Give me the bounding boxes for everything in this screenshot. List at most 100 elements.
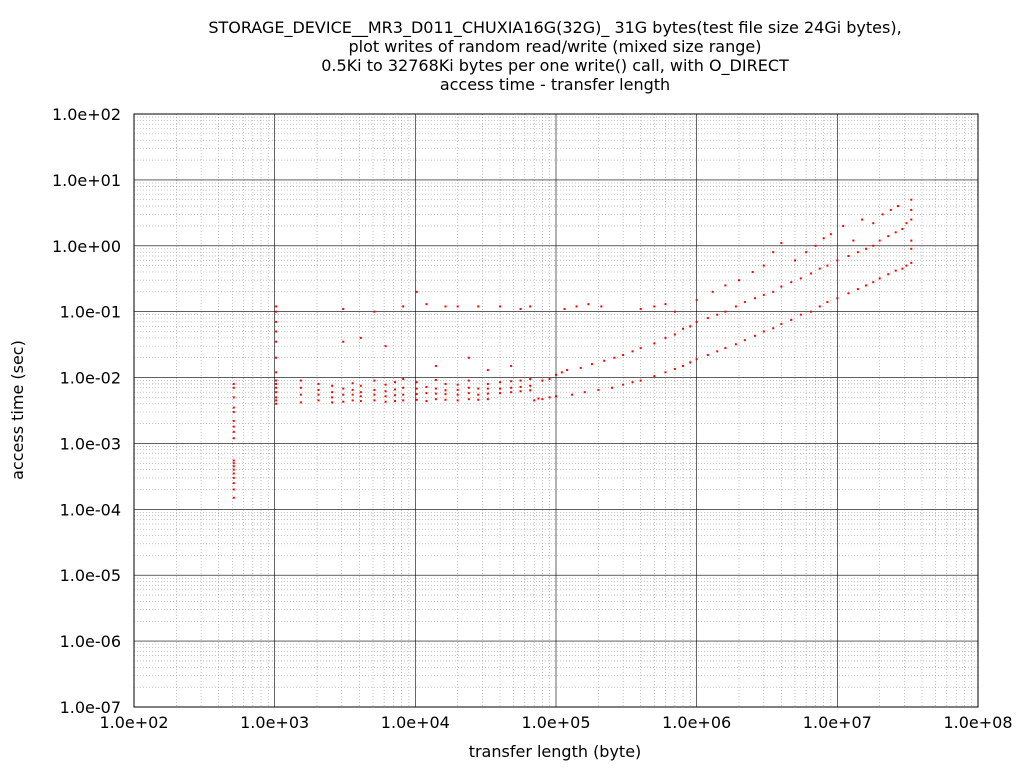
data-point (579, 366, 582, 369)
data-point (566, 369, 569, 372)
data-point (818, 305, 821, 308)
data-point (754, 334, 757, 337)
data-point (510, 380, 513, 383)
data-point (425, 400, 428, 403)
data-point (905, 264, 908, 267)
data-point (317, 393, 320, 396)
y-tick-label: 1.0e-03 (60, 434, 121, 453)
data-point (317, 382, 320, 385)
data-point (275, 305, 278, 308)
data-point (541, 379, 544, 382)
data-point (842, 224, 845, 227)
data-point (519, 390, 522, 393)
data-point (673, 310, 676, 313)
data-point (897, 205, 900, 208)
data-point (299, 401, 302, 404)
data-point (682, 327, 685, 330)
data-point (275, 330, 278, 333)
data-point (587, 303, 590, 306)
data-point (275, 356, 278, 359)
data-point (477, 387, 480, 390)
data-point (887, 235, 890, 238)
data-point (467, 398, 470, 401)
data-point (689, 325, 692, 328)
data-point (456, 399, 459, 402)
data-point (373, 310, 376, 313)
data-point (384, 345, 387, 348)
x-tick-label: 1.0e+03 (240, 713, 309, 732)
data-point (603, 359, 606, 362)
data-point (425, 392, 428, 395)
x-axis-label: transfer length (byte) (469, 742, 642, 761)
data-point (664, 336, 667, 339)
y-tick-label: 1.0e+00 (52, 237, 121, 256)
data-point (910, 208, 913, 211)
data-point (772, 290, 775, 293)
data-point (754, 297, 757, 300)
data-point (359, 391, 362, 394)
y-tick-label: 1.0e-06 (60, 632, 121, 651)
data-point (887, 273, 890, 276)
data-point (622, 353, 625, 356)
data-point (402, 399, 405, 402)
data-point (519, 307, 522, 310)
data-point (425, 303, 428, 306)
data-point (317, 399, 320, 402)
data-point (510, 391, 513, 394)
data-point (331, 401, 334, 404)
data-point (467, 386, 470, 389)
data-point (275, 340, 278, 343)
plot-frame (133, 113, 979, 708)
data-point (560, 371, 563, 374)
data-point (444, 389, 447, 392)
data-point (805, 251, 808, 254)
data-point (434, 398, 437, 401)
data-point (889, 208, 892, 211)
data-point (299, 393, 302, 396)
data-point (499, 305, 502, 308)
data-point (444, 305, 447, 308)
data-point (434, 392, 437, 395)
data-point (393, 381, 396, 384)
data-point (555, 395, 557, 398)
data-point (772, 327, 775, 330)
data-point (548, 396, 551, 399)
data-point (373, 399, 376, 402)
data-point (402, 393, 405, 396)
data-point (342, 340, 345, 343)
data-point (905, 222, 908, 225)
data-point (444, 398, 447, 401)
data-point (901, 267, 904, 270)
data-point (232, 396, 235, 399)
x-tick-label: 1.0e+07 (803, 713, 872, 732)
data-point (342, 393, 345, 396)
data-point (331, 384, 334, 387)
data-point (836, 297, 839, 300)
data-point (597, 388, 600, 391)
chart-title: STORAGE_DEVICE__MR3_D011_CHUXIA16G(32G)_… (208, 18, 901, 94)
x-tick-labels: 1.0e+02 1.0e+03 1.0e+04 1.0e+05 1.0e+06 1.0e+… (99, 713, 1012, 732)
data-point (351, 382, 354, 385)
data-point (856, 251, 859, 254)
data-point (486, 382, 489, 385)
data-point (910, 239, 913, 242)
data-point (444, 382, 447, 385)
data-point (901, 227, 904, 230)
data-point (822, 237, 825, 240)
x-tick-label: 1.0e+08 (943, 713, 1012, 732)
data-point (814, 244, 817, 247)
data-point (359, 336, 362, 339)
data-point (878, 239, 881, 242)
data-point (232, 419, 235, 422)
data-point (232, 437, 235, 440)
data-point (434, 387, 437, 390)
data-point (673, 333, 676, 336)
x-tick-label: 1.0e+06 (662, 713, 731, 732)
data-point (331, 391, 334, 394)
data-point (861, 218, 864, 221)
data-point (836, 259, 839, 262)
data-point (499, 392, 502, 395)
y-tick-label: 1.0e+02 (52, 105, 121, 124)
data-point (275, 402, 278, 405)
data-point (724, 284, 727, 287)
